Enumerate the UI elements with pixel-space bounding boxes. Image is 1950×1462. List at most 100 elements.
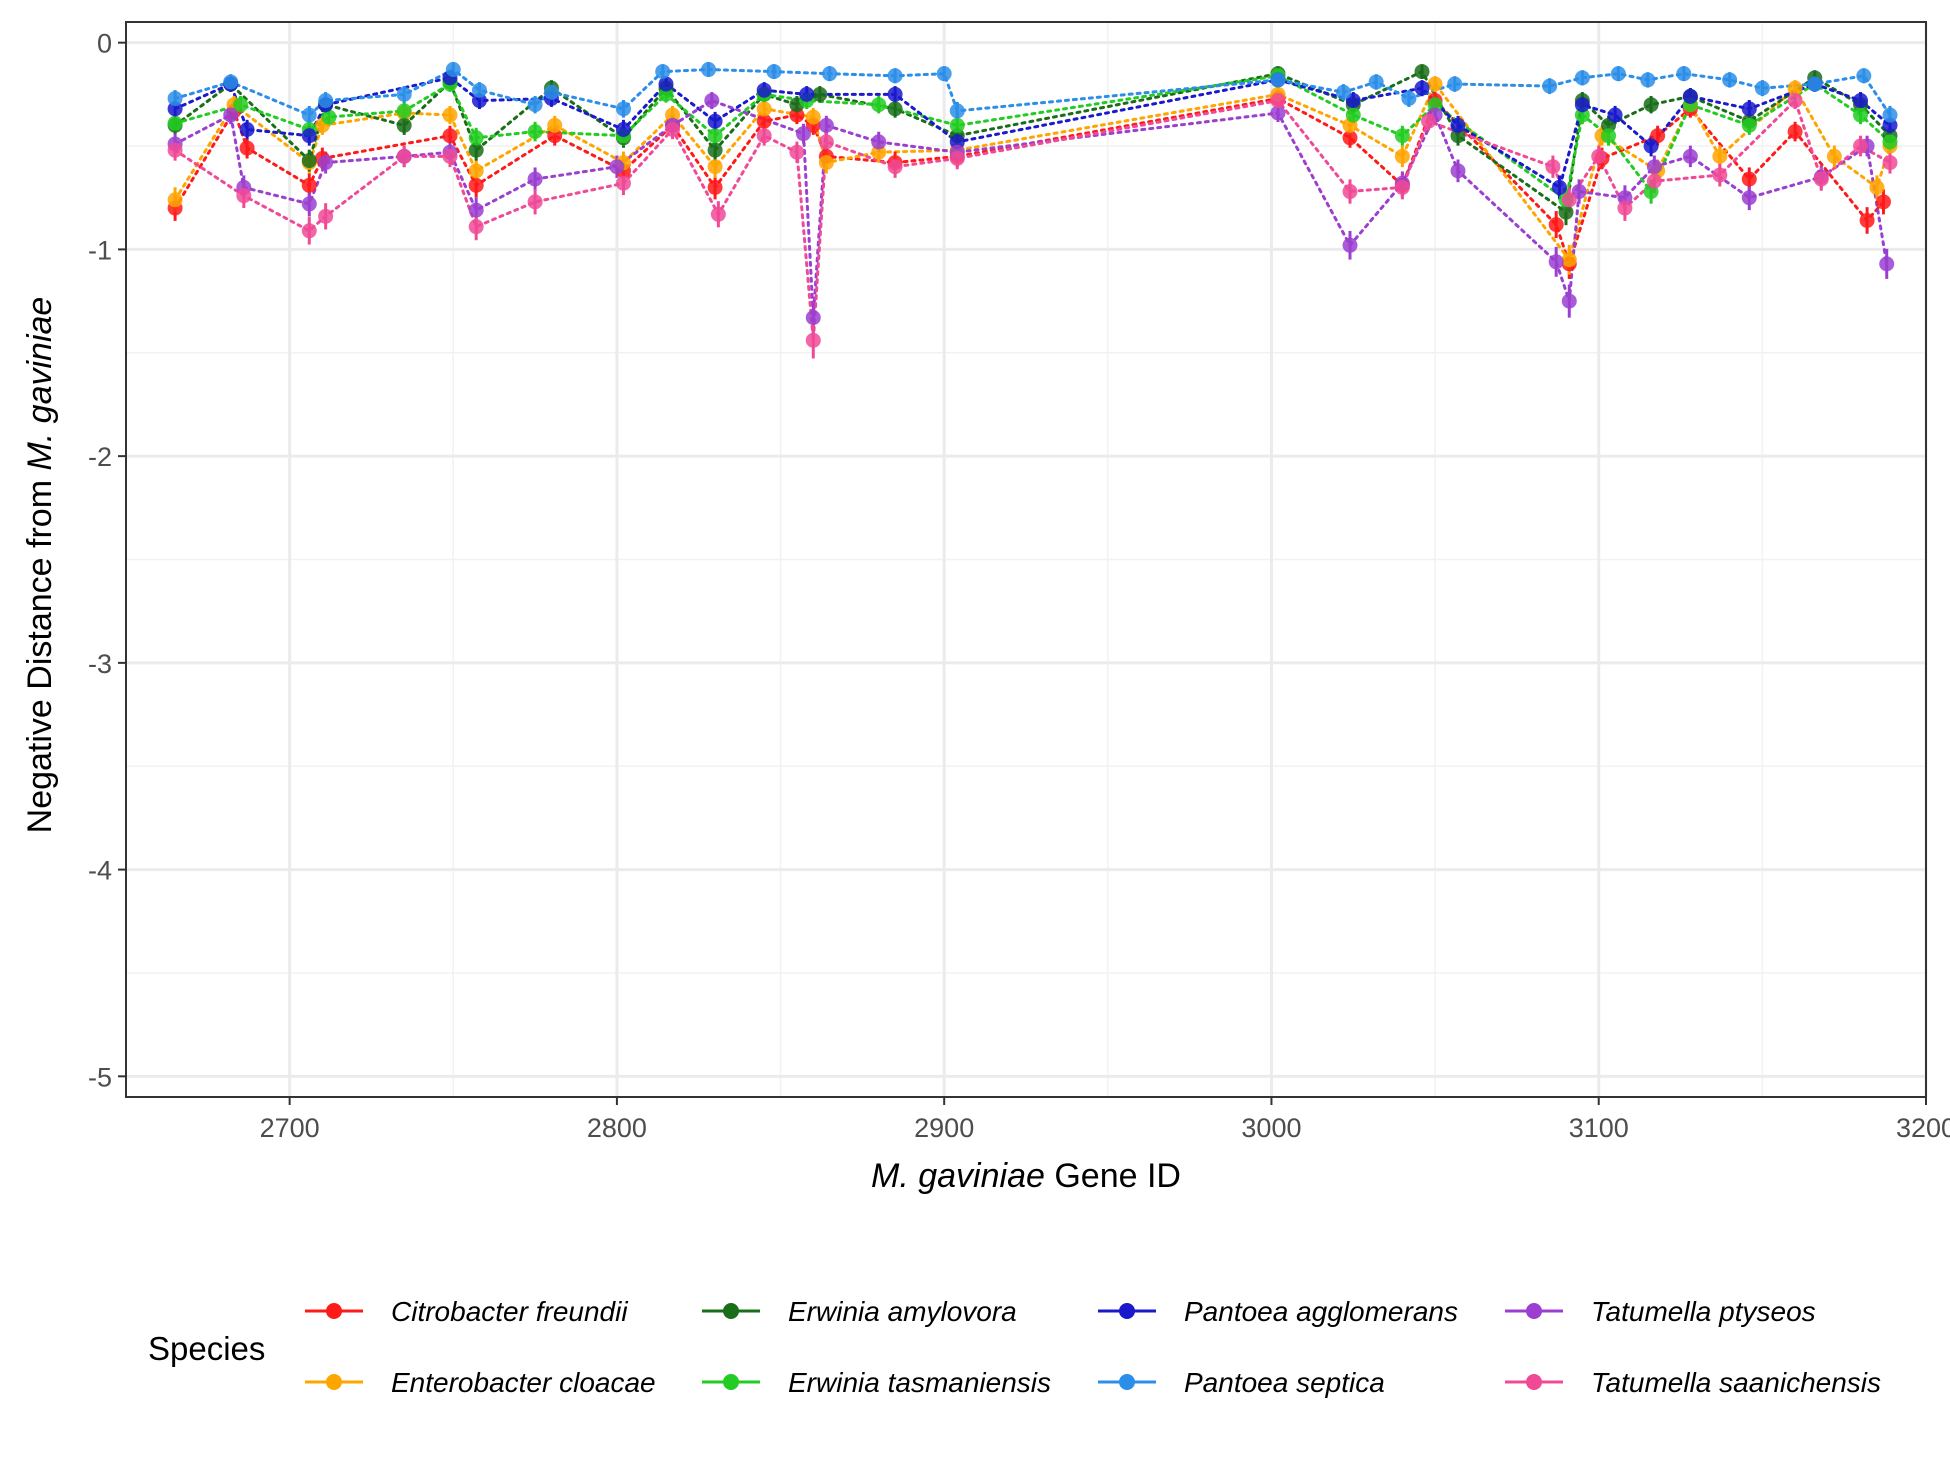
data-point (949, 150, 965, 166)
data-point (167, 101, 183, 117)
data-point (1875, 194, 1891, 210)
data-point (1270, 105, 1286, 121)
data-point (223, 74, 239, 90)
data-point (1682, 148, 1698, 164)
x-tick-label: 3200 (1896, 1113, 1950, 1143)
data-point (1853, 93, 1869, 109)
data-point (301, 177, 317, 193)
data-point (1787, 93, 1803, 109)
data-point (1450, 163, 1466, 179)
data-point (468, 219, 484, 235)
data-point (396, 148, 412, 164)
data-point (1545, 159, 1561, 175)
data-point (1712, 148, 1728, 164)
data-point (887, 101, 903, 117)
data-point (799, 86, 815, 102)
data-point (1617, 190, 1633, 206)
legend-label: Enterobacter cloacae (391, 1367, 656, 1398)
data-point (301, 128, 317, 144)
legend-key-point (1119, 1303, 1135, 1319)
data-point (167, 142, 183, 158)
data-point (468, 130, 484, 146)
data-point (1646, 159, 1662, 175)
data-point (1542, 78, 1558, 94)
data-point (1574, 97, 1590, 113)
data-points (167, 62, 1898, 348)
data-point (665, 122, 681, 137)
data-point (1754, 80, 1770, 96)
plot-panel-border (125, 21, 1927, 1098)
data-point (236, 188, 252, 204)
data-point (936, 66, 952, 82)
data-point (665, 107, 681, 123)
data-point (1551, 179, 1567, 195)
data-point (795, 126, 811, 142)
data-point (887, 86, 903, 102)
x-tick-label: 2900 (914, 1113, 974, 1143)
data-point (233, 97, 249, 113)
data-point (239, 140, 255, 156)
data-point (1421, 113, 1437, 129)
data-point (949, 103, 965, 119)
data-point (471, 93, 487, 109)
data-point (710, 206, 726, 222)
data-point (1414, 80, 1430, 96)
data-point (1414, 64, 1430, 80)
data-point (318, 208, 334, 224)
data-point (1450, 117, 1466, 133)
data-point (949, 117, 965, 133)
series-line (173, 74, 1892, 203)
data-point (871, 144, 887, 160)
legend-label: Citrobacter freundii (391, 1296, 628, 1327)
data-point (707, 142, 723, 158)
data-point (1345, 107, 1361, 123)
data-point (167, 90, 183, 106)
data-point (1574, 107, 1590, 123)
data-point (822, 66, 838, 82)
data-point (301, 153, 317, 169)
data-point (468, 202, 484, 218)
data-point (1787, 124, 1803, 140)
y-tick-label: -3 (88, 649, 112, 679)
data-point (789, 107, 805, 123)
data-point (527, 124, 543, 140)
y-tick-label: -5 (88, 1062, 112, 1092)
data-point (167, 115, 183, 131)
legend-label: Erwinia amylovora (788, 1296, 1017, 1327)
x-axis-title: M. gaviniae Gene ID (871, 1157, 1181, 1195)
data-point (707, 128, 723, 144)
data-point (1571, 184, 1587, 200)
data-point (1741, 117, 1757, 133)
legend-label: Erwinia tasmaniensis (788, 1367, 1051, 1398)
data-point (1561, 192, 1577, 208)
data-point (1879, 256, 1895, 272)
data-point (887, 159, 903, 175)
data-point (949, 134, 965, 150)
data-point (818, 155, 834, 171)
legend-key-point (1526, 1303, 1542, 1319)
y-axis-title: Negative Distance from M. gaviniae (21, 297, 59, 834)
legend-label: Tatumella ptyseos (1591, 1296, 1816, 1327)
data-point (1646, 173, 1662, 189)
x-tick-label: 3100 (1569, 1113, 1629, 1143)
data-point (547, 117, 563, 133)
data-point (655, 64, 671, 80)
legend: Citrobacter freundii Enterobacter cloacae… (305, 1296, 1881, 1398)
data-point (1561, 293, 1577, 309)
data-point (1682, 88, 1698, 104)
data-point (445, 62, 461, 78)
data-point (471, 82, 487, 98)
data-point (818, 117, 834, 133)
y-tick-label: -4 (88, 856, 112, 886)
data-point (442, 148, 458, 164)
data-point (468, 163, 484, 179)
data-point (1787, 80, 1803, 96)
data-point (1591, 148, 1607, 164)
data-point (789, 144, 805, 160)
data-point (756, 82, 772, 98)
data-point (321, 109, 337, 125)
data-point (609, 159, 625, 175)
data-point (707, 113, 723, 129)
data-point (167, 192, 183, 208)
